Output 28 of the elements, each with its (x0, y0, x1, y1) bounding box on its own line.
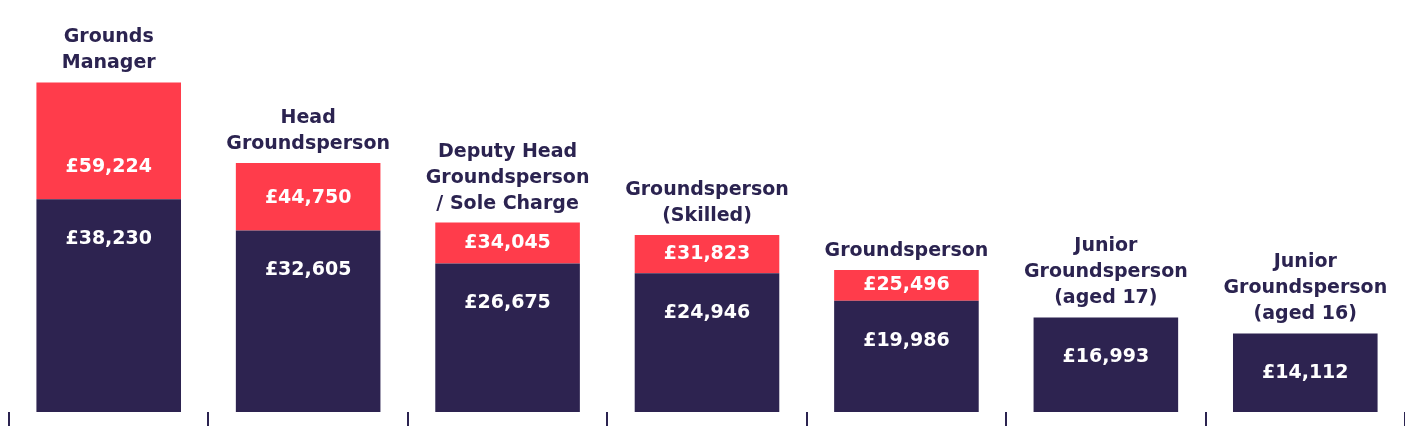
x-tick-label: Groundsperson (Skilled) (625, 176, 789, 225)
bar (435, 263, 580, 412)
bar (36, 82, 182, 200)
total-label: £59,224 (65, 154, 152, 177)
data-label: £32,605 (264, 257, 352, 280)
bar (36, 199, 182, 412)
data-label: £19,986 (863, 327, 950, 350)
data-label: £38,230 (65, 226, 152, 249)
x-tick-label: Head Groundsperson (226, 104, 391, 153)
x-tick-label: Junior Groundsperson (aged 16) (1223, 249, 1388, 324)
data-label: £24,946 (663, 300, 751, 323)
data-label: £16,993 (1062, 344, 1150, 367)
bar (634, 273, 780, 412)
total-label: £34,045 (464, 229, 551, 252)
x-tick-label: Grounds Manager (61, 24, 157, 73)
total-label: £44,750 (264, 185, 352, 208)
total-label: £25,496 (863, 272, 950, 295)
bar (1232, 333, 1378, 412)
x-tick-label: Junior Groundsperson (aged 17) (1023, 233, 1188, 308)
total-label: £31,823 (663, 240, 751, 263)
bar (235, 230, 381, 412)
data-label: £26,675 (464, 290, 551, 313)
x-tick-label: Groundsperson (824, 238, 989, 261)
x-tick-label: Deputy Head Groundsperson / Sole Charge (425, 138, 590, 213)
bar (834, 300, 979, 412)
bar (1033, 317, 1179, 412)
bar (235, 162, 381, 231)
data-label: £14,112 (1262, 359, 1349, 382)
